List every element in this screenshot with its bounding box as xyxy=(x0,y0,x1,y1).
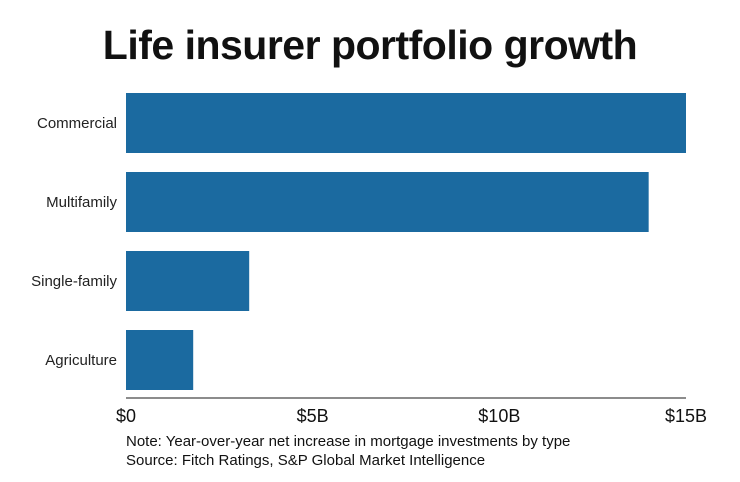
bar-commercial xyxy=(126,93,686,153)
bar-multifamily xyxy=(126,172,649,232)
category-label: Commercial xyxy=(37,115,117,132)
x-tick-label: $5B xyxy=(297,406,329,426)
chart-note: Note: Year-over-year net increase in mor… xyxy=(126,433,571,450)
category-label: Agriculture xyxy=(45,352,117,369)
x-tick-label: $0 xyxy=(116,406,136,426)
category-label: Multifamily xyxy=(46,194,117,211)
chart-source: Source: Fitch Ratings, S&P Global Market… xyxy=(126,452,486,469)
category-label: Single-family xyxy=(31,273,117,290)
x-tick-label: $10B xyxy=(478,406,520,426)
x-tick-label: $15B xyxy=(665,406,707,426)
bar-agriculture xyxy=(126,330,194,390)
bar-single-family xyxy=(126,251,250,311)
chart-title: Life insurer portfolio growth xyxy=(102,22,638,68)
